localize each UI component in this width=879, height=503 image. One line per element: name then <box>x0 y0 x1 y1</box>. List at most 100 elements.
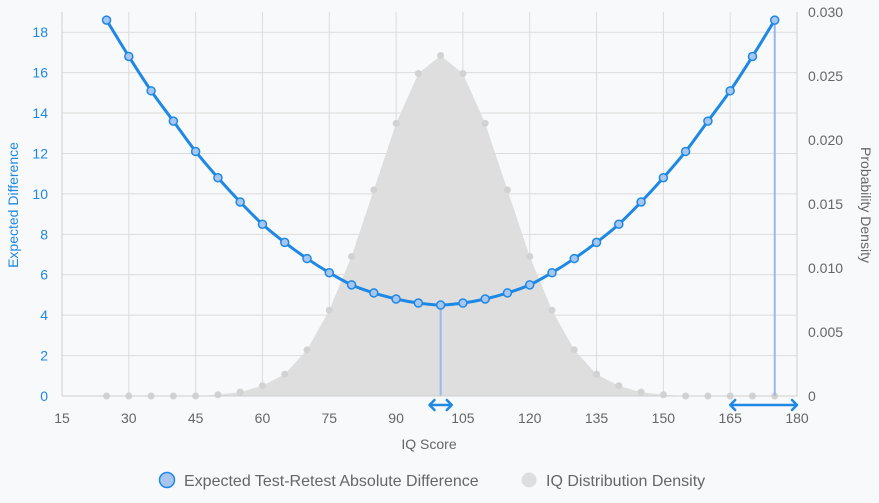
density-point <box>325 306 333 314</box>
y-left-tick-label: 8 <box>40 226 48 242</box>
y-right-tick-label: 0.005 <box>808 324 843 340</box>
density-point <box>526 252 534 260</box>
x-tick-label: 90 <box>388 410 404 426</box>
density-point <box>258 382 266 390</box>
y-right-tick-label: 0.030 <box>808 4 843 20</box>
difference-point <box>279 237 290 248</box>
density-point <box>659 391 667 399</box>
density-point <box>236 388 244 396</box>
y-left-axis-title: Expected Difference <box>5 142 21 268</box>
difference-point <box>547 267 557 278</box>
y-left-tick-label: 10 <box>32 186 48 202</box>
difference-point <box>213 172 223 183</box>
x-tick-label: 15 <box>54 410 70 426</box>
y-right-tick-label: 0.015 <box>808 196 843 212</box>
difference-point <box>569 253 580 264</box>
difference-point <box>235 197 245 207</box>
x-tick-label: 180 <box>785 410 809 426</box>
x-tick-label: 45 <box>188 410 204 426</box>
difference-point <box>502 288 513 298</box>
y-right-tick-label: 0.025 <box>808 68 843 84</box>
difference-point <box>124 51 134 62</box>
legend-label-density: IQ Distribution Density <box>546 473 705 490</box>
x-axis-title: IQ Score <box>401 436 456 452</box>
density-point <box>214 391 222 399</box>
legend-marker-difference <box>158 471 176 489</box>
difference-point <box>524 280 535 290</box>
y-left-tick-label: 16 <box>32 65 48 81</box>
x-tick-label: 135 <box>585 410 609 426</box>
difference-point <box>703 116 713 126</box>
y-left-tick-label: 0 <box>40 388 48 404</box>
difference-point <box>769 15 780 25</box>
y-left-tick-label: 2 <box>40 348 48 364</box>
difference-point <box>168 116 179 126</box>
density-point <box>481 119 489 127</box>
density-point <box>437 52 445 60</box>
density-point <box>348 252 356 260</box>
y-right-tick-label: 0 <box>808 388 816 404</box>
y-left-tick-label: 6 <box>40 267 48 283</box>
difference-point <box>257 219 268 229</box>
x-tick-label: 150 <box>652 410 676 426</box>
x-tick-label: 75 <box>321 410 337 426</box>
x-tick-label: 120 <box>518 410 542 426</box>
difference-line-layer <box>101 15 780 310</box>
difference-point <box>413 298 424 308</box>
difference-point <box>346 280 357 290</box>
axes: 15 30 45 60 75 90 105 120 135 150 165 1800246810121… <box>32 4 843 426</box>
x-tick-label: 30 <box>121 410 137 426</box>
difference-point <box>658 172 669 183</box>
difference-point <box>725 86 735 96</box>
difference-point <box>747 51 758 62</box>
y-right-tick-label: 0.010 <box>808 260 843 276</box>
difference-point <box>591 237 602 248</box>
density-point <box>392 119 400 127</box>
legend-label-difference: Expected Test-Retest Absolute Difference <box>184 473 479 490</box>
y-left-tick-label: 14 <box>32 105 48 121</box>
difference-point <box>324 267 335 278</box>
difference-point <box>101 15 112 25</box>
density-point <box>370 186 378 194</box>
density-point <box>593 370 601 378</box>
density-area <box>106 55 775 397</box>
y-right-tick-label: 0.020 <box>808 132 843 148</box>
range-arrow-head-right <box>445 398 454 412</box>
density-point <box>570 346 578 354</box>
difference-point <box>302 253 312 264</box>
density-area-layer <box>103 52 779 400</box>
difference-point <box>435 300 446 310</box>
difference-point <box>680 146 691 157</box>
difference-point <box>391 294 401 304</box>
difference-point <box>369 288 379 298</box>
y-left-tick-label: 4 <box>40 307 48 323</box>
difference-point <box>614 219 624 229</box>
y-left-tick-label: 18 <box>32 24 48 40</box>
range-arrow-head-right <box>790 398 799 412</box>
density-point <box>615 382 623 390</box>
density-point <box>637 388 645 396</box>
difference-point <box>458 298 468 308</box>
y-right-axis-title: Probability Density <box>858 147 874 263</box>
annotation-layer <box>428 20 799 412</box>
legend-marker-density <box>521 472 537 488</box>
density-point <box>503 186 511 194</box>
range-arrow-head-left <box>428 398 436 412</box>
x-tick-label: 165 <box>719 410 743 426</box>
density-point <box>414 69 422 77</box>
range-arrow-head-left <box>728 398 737 412</box>
density-point <box>303 346 311 354</box>
difference-point <box>146 86 156 96</box>
legend: Expected Test-Retest Absolute Difference… <box>158 471 705 490</box>
difference-point <box>190 146 201 157</box>
density-point <box>548 306 556 314</box>
difference-point <box>636 197 646 207</box>
difference-point <box>480 294 490 304</box>
y-left-tick-label: 12 <box>32 145 48 161</box>
x-tick-label: 105 <box>451 410 475 426</box>
x-tick-label: 60 <box>255 410 271 426</box>
density-point <box>281 370 289 378</box>
density-point <box>459 69 467 77</box>
